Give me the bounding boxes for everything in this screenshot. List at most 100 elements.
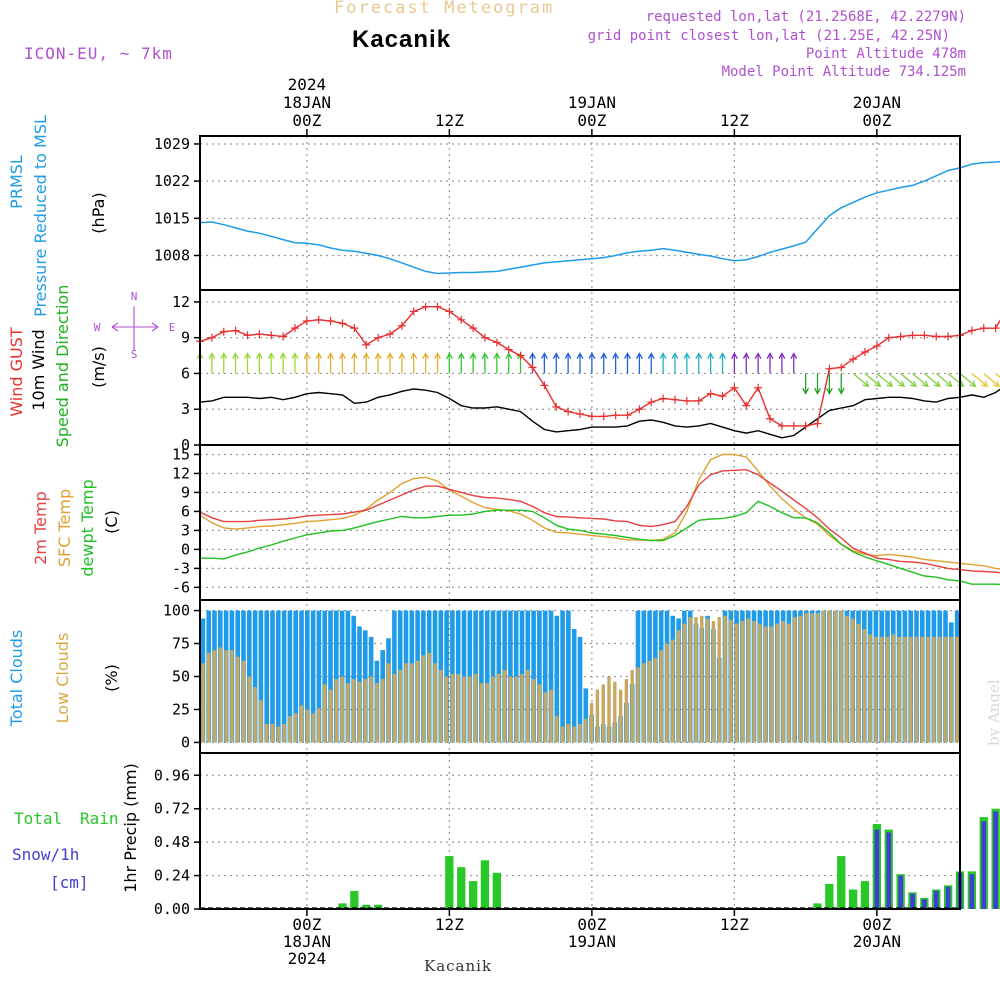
wind-direction-arrowhead: [683, 352, 691, 360]
low-cloud-bar: [555, 716, 559, 743]
wind-direction-arrowhead: [552, 352, 560, 360]
rain-bar: [362, 904, 371, 909]
total-cloud-bar: [258, 610, 264, 743]
wind-direction-arrowhead: [837, 387, 845, 395]
total-cloud-bar: [270, 610, 275, 743]
wind-gust-marker: [504, 345, 513, 354]
rain-bar: [457, 867, 466, 909]
wind-direction-arrowhead: [600, 352, 608, 360]
wind-direction-arrow: [971, 372, 988, 387]
wind-gust-marker: [302, 317, 311, 325]
low-cloud-bar: [885, 636, 890, 743]
total-clouds-label: Total Clouds: [7, 630, 26, 728]
rain-bar: [860, 881, 870, 909]
low-cloud-bar: [230, 650, 234, 743]
low-cloud-bar: [386, 663, 391, 743]
top-time-label: 12Z: [720, 111, 749, 130]
low-cloud-bar: [584, 718, 588, 743]
wind-direction-arrow: [912, 372, 929, 387]
total-cloud-bar: [305, 610, 310, 743]
low-cloud-bar: [276, 726, 280, 743]
wind-direction-arrowhead: [255, 352, 263, 360]
wind-gust-marker: [576, 410, 584, 418]
total-cloud-bar: [479, 610, 484, 743]
wind-direction-arrowhead: [422, 352, 430, 360]
model-point-altitude: Model Point Altitude 734.125m: [721, 64, 966, 80]
cloud-unit-label: (%): [102, 664, 121, 692]
low-cloud-bar: [369, 676, 373, 743]
wind-direction-arrowhead: [612, 352, 620, 360]
low-cloud-bar: [526, 669, 530, 743]
low-cloud-bar: [294, 713, 298, 743]
snow-bar: [874, 829, 880, 909]
low-cloud-bar: [508, 676, 513, 743]
wind-gust-marker: [409, 307, 418, 316]
low-cloud-bar: [224, 650, 228, 743]
wind-direction-arrowhead: [457, 352, 465, 360]
wind-direction-arrowhead: [327, 352, 335, 360]
temperature-ytick-label: 3: [181, 521, 190, 539]
low-cloud-bar: [775, 623, 779, 743]
temperature-ytick-label: -3: [172, 559, 190, 577]
bottom-time-label: 12Z: [435, 915, 464, 934]
low-cloud-bar: [700, 615, 704, 743]
wind-gust-marker: [433, 302, 442, 311]
low-cloud-bar: [502, 669, 507, 743]
wind-gust-marker: [338, 319, 347, 328]
low-cloud-bar: [410, 663, 414, 743]
clouds-ytick-label: 75: [172, 635, 190, 653]
temp-unit-label: (C): [102, 510, 121, 534]
wind-direction-arrowhead: [778, 352, 786, 360]
snow-bar: [922, 899, 927, 910]
total-cloud-bar: [537, 610, 542, 743]
low-cloud-bar: [862, 629, 866, 743]
pressure-line: [199, 160, 1000, 275]
snow-bar: [969, 874, 975, 909]
low-cloud-bar: [363, 679, 367, 743]
wind-direction-arrowhead: [208, 352, 216, 360]
top-time-label: 18JAN: [283, 93, 331, 112]
low-cloud-bar: [589, 702, 594, 743]
low-cloud-bar: [810, 613, 814, 743]
low-cloud-bar: [282, 724, 286, 743]
low-cloud-bar: [827, 610, 832, 743]
wind-gust-marker: [991, 324, 1000, 333]
wind-gust-marker: [908, 331, 917, 340]
compass-e: E: [169, 321, 176, 334]
low-cloud-bar: [259, 700, 263, 743]
t2m-line: [199, 468, 1000, 574]
wind-direction-arrowhead: [945, 380, 953, 388]
low-cloud-bar: [682, 623, 687, 743]
wind-direction-arrowhead: [898, 380, 906, 388]
precip-ytick-label: 0.00: [154, 900, 190, 918]
low-cloud-bar: [647, 660, 652, 743]
pressure-label-prmsl: PRMSL: [7, 155, 26, 209]
wind-gust-marker: [219, 327, 228, 336]
wind-direction-arrow: [864, 372, 881, 387]
wind-direction-arrowhead: [862, 380, 870, 388]
low-cloud-bar: [346, 683, 350, 743]
wind-gust-marker: [825, 364, 834, 373]
total-cloud-bar: [281, 610, 287, 743]
wind-gust-marker: [754, 383, 763, 392]
low-cloud-bar: [769, 626, 774, 743]
low-cloud-bar: [270, 724, 275, 743]
low-cloud-bar: [305, 709, 309, 743]
wind-gust-marker: [718, 392, 727, 401]
low-cloud-bar: [868, 634, 872, 743]
low-cloud-bar: [636, 667, 640, 743]
bottom-time-label: 12Z: [720, 915, 749, 934]
low-cloud-bar: [520, 673, 524, 743]
wind-direction-arrow: [900, 372, 917, 387]
low-cloud-bar: [531, 679, 536, 743]
wind-gust-marker: [766, 414, 774, 423]
total-cloud-bar: [276, 610, 281, 743]
compass-w: W: [94, 321, 101, 334]
temperature-ytick-label: 15: [172, 445, 190, 463]
wind-direction-arrowhead: [564, 352, 572, 360]
wind-gust-marker: [587, 412, 596, 421]
low-cloud-bar: [955, 636, 959, 743]
total-cloud-bar: [316, 610, 322, 743]
pressure-ytick-label: 1029: [154, 135, 190, 153]
temperature-ytick-label: 6: [181, 502, 190, 520]
